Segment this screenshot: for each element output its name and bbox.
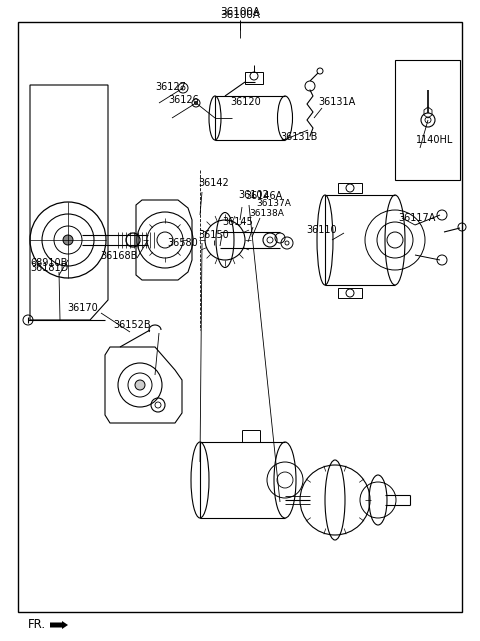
Text: 36181D: 36181D (30, 263, 68, 273)
FancyArrow shape (50, 621, 68, 629)
Bar (245, 72, 263, 84)
Text: 36127: 36127 (155, 82, 186, 92)
Text: 36150: 36150 (198, 230, 229, 240)
Text: 36142: 36142 (198, 178, 229, 188)
Text: 36110: 36110 (306, 225, 336, 235)
Circle shape (63, 235, 73, 245)
Text: 36126: 36126 (168, 95, 199, 105)
Text: 36131B: 36131B (280, 132, 317, 142)
Text: 36152B: 36152B (113, 320, 151, 330)
Text: 36100A: 36100A (220, 7, 260, 17)
Circle shape (135, 380, 145, 390)
Text: 68910B: 68910B (30, 258, 67, 268)
Text: 36580: 36580 (167, 238, 198, 248)
Text: 36137A: 36137A (256, 199, 291, 208)
Text: 36145: 36145 (222, 217, 253, 227)
Text: FR.: FR. (28, 619, 46, 631)
Text: 36170: 36170 (67, 303, 98, 313)
Bar (395, 60, 460, 180)
Text: 36100A: 36100A (220, 10, 260, 20)
Text: 36102: 36102 (238, 190, 269, 200)
Text: 36120: 36120 (230, 97, 261, 107)
Text: 36138A: 36138A (249, 208, 284, 217)
Text: 36117A: 36117A (398, 213, 435, 223)
Text: 36146A: 36146A (245, 191, 282, 201)
Text: 36168B: 36168B (100, 251, 137, 261)
Text: 36131A: 36131A (318, 97, 355, 107)
Text: 1140HL: 1140HL (416, 135, 454, 145)
